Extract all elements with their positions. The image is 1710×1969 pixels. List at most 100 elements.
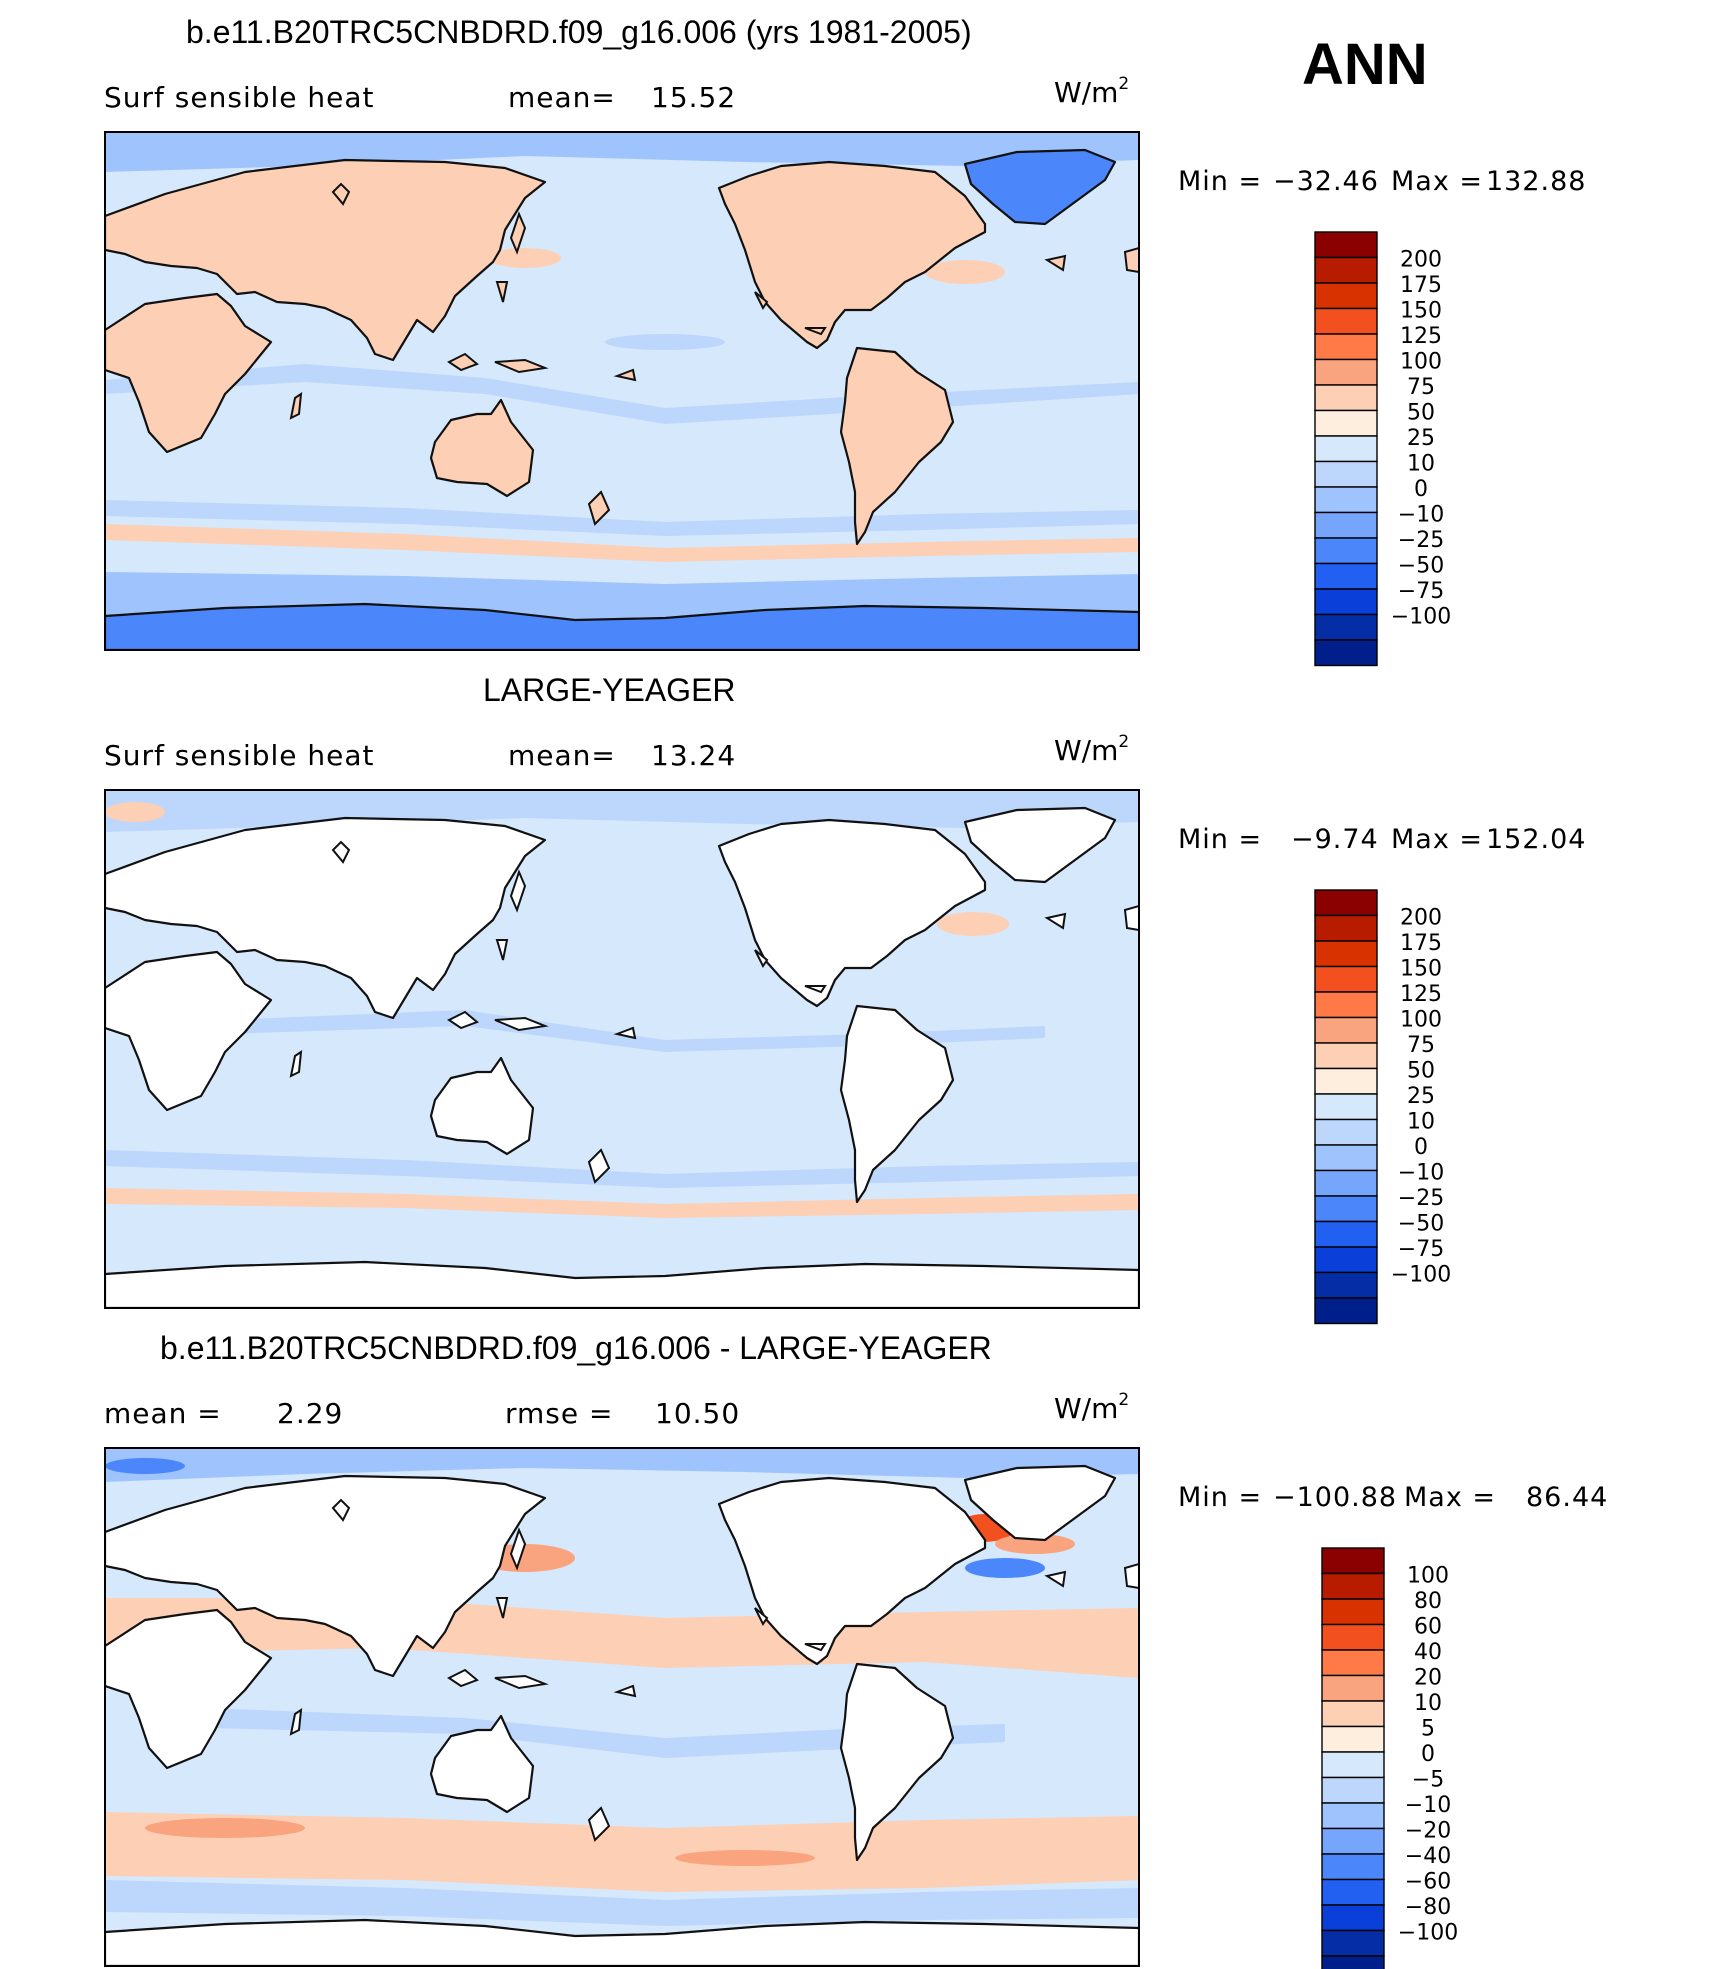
rmse-value-bottom: 10.50 — [655, 1397, 741, 1430]
colorbar-swatch — [1314, 639, 1378, 667]
colorbar-tick-label: 10 — [1407, 1110, 1435, 1135]
colorbar-swatch — [1314, 1271, 1378, 1299]
gulfstream-cool-patch — [965, 1558, 1045, 1578]
kuroshio-warm-patch — [489, 248, 561, 268]
gulfstream-warm-patch — [925, 260, 1005, 284]
australia-landmass — [429, 1056, 535, 1156]
max-label-bottom: Max = — [1404, 1482, 1497, 1513]
arctic-warm-patch — [105, 802, 165, 822]
colorbar-tick-label: 80 — [1414, 1589, 1442, 1614]
colorbar-tick-label: 100 — [1407, 1564, 1449, 1589]
colorbar-tick-label: −5 — [1412, 1768, 1444, 1793]
colorbar-swatch — [1314, 1220, 1378, 1248]
colorbar-swatch — [1321, 1904, 1385, 1932]
colorbar-tick-label: 25 — [1407, 426, 1435, 451]
island-outline — [1123, 904, 1139, 932]
colorbar-tick-label: −10 — [1398, 1161, 1444, 1186]
colorbar-swatch — [1321, 1649, 1385, 1677]
island-outline — [495, 1597, 509, 1619]
colorbar-tick-label: 25 — [1407, 1084, 1435, 1109]
mean-label-middle: mean= — [508, 739, 616, 772]
colorbar-swatch — [1314, 1195, 1378, 1223]
colorbar-tick-label: 0 — [1414, 1135, 1428, 1160]
colorbar-swatch — [1314, 231, 1378, 259]
island-outline — [754, 291, 769, 310]
colorbar-tick-label: 150 — [1400, 299, 1442, 324]
tropical-cool-band — [225, 1010, 1045, 1052]
mean-value-top: 15.52 — [651, 81, 737, 114]
panel-title-model: b.e11.B20TRC5CNBDRD.f09_g16.006 (yrs 198… — [186, 14, 972, 50]
colorbar-swatch — [1314, 562, 1378, 590]
panel-title-obs: LARGE-YEAGER — [483, 672, 736, 708]
north-america-landmass — [717, 818, 987, 1008]
colorbar-tick-label: 5 — [1421, 1717, 1435, 1742]
island-outline — [1123, 246, 1139, 274]
map-body — [105, 790, 1139, 1308]
colorbar-swatch — [1321, 1878, 1385, 1906]
colorbar-swatch — [1314, 307, 1378, 335]
colorbar-tick-label: 20 — [1414, 1666, 1442, 1691]
colorbar-tick-label: 0 — [1421, 1742, 1435, 1767]
colorbar-swatch — [1314, 1118, 1378, 1146]
island-outline — [587, 1148, 611, 1184]
max-label-top: Max = — [1391, 166, 1484, 197]
island-outline — [1044, 912, 1067, 930]
colorbar-swatch — [1321, 1827, 1385, 1855]
southern-warm-band — [105, 1812, 1139, 1892]
colorbar-tick-label: 10 — [1407, 452, 1435, 477]
africa-landmass — [105, 950, 273, 1112]
rmse-label-bottom: rmse = — [505, 1397, 614, 1430]
colorbar-swatch — [1314, 358, 1378, 386]
south-pacific-warm-patch — [675, 1850, 815, 1866]
colorbar-swatch — [1314, 1016, 1378, 1044]
min-label-top: Min = — [1178, 166, 1263, 197]
variable-label-middle: Surf sensible heat — [104, 739, 375, 772]
island-outline — [613, 368, 637, 382]
min-label-bottom: Min = — [1178, 1482, 1263, 1513]
eurasia-landmass — [105, 158, 547, 362]
colorbar-swatch — [1314, 537, 1378, 565]
south-america-landmass — [839, 1662, 955, 1862]
colorbar-swatch — [1321, 1802, 1385, 1830]
tropical-cool-band — [205, 1708, 1005, 1758]
australia-landmass — [429, 1714, 535, 1814]
colorbar-swatch — [1321, 1725, 1385, 1753]
colorbar-tick-label: 100 — [1400, 1008, 1442, 1033]
colorbar-swatch — [1314, 1067, 1378, 1095]
arctic-cool-band — [105, 1448, 1139, 1482]
max-label-middle: Max = — [1391, 824, 1484, 855]
colorbar-swatch — [1314, 965, 1378, 993]
colorbar-tick-label: 175 — [1400, 273, 1442, 298]
island-outline — [509, 211, 527, 255]
colorbar-tick-label: −10 — [1398, 503, 1444, 528]
colorbar-swatch — [1321, 1751, 1385, 1779]
colorbar-swatch — [1321, 1572, 1385, 1600]
southern-cool-band — [105, 1150, 1139, 1188]
island-outline — [494, 1674, 549, 1690]
island-outline — [804, 327, 827, 336]
africa-landmass — [105, 292, 273, 454]
season-label: ANN — [1302, 32, 1428, 97]
southern-warm-band — [105, 524, 1139, 562]
island-outline — [495, 939, 509, 961]
colorbar-swatch — [1314, 1042, 1378, 1070]
colorbar-swatch — [1321, 1674, 1385, 1702]
colorbar-tick-label: −20 — [1405, 1819, 1451, 1844]
north-america-landmass — [717, 1476, 987, 1666]
colorbar-tick-label: −100 — [1391, 605, 1451, 630]
colorbar-swatch — [1321, 1598, 1385, 1626]
island-outline — [754, 949, 769, 968]
colorbar-tick-label: 200 — [1400, 906, 1442, 931]
mean-label-top: mean= — [508, 81, 616, 114]
units-top: W/m2 — [1054, 74, 1130, 109]
island-outline — [587, 490, 611, 526]
island-outline — [1044, 1570, 1067, 1588]
south-america-landmass — [839, 346, 955, 546]
min-value-middle: −9.74 — [1291, 824, 1379, 855]
island-outline — [509, 1527, 527, 1571]
island-outline — [289, 391, 303, 420]
colorbar-swatch — [1321, 1623, 1385, 1651]
